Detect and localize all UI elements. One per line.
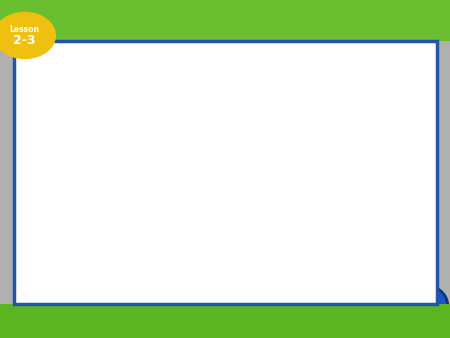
FancyArrow shape (319, 283, 382, 300)
Text: 2-3: 2-3 (14, 34, 36, 47)
Text: 3: 3 (268, 224, 273, 230)
Text: C: C (166, 102, 173, 113)
Text: D: D (260, 73, 269, 86)
Text: -axis. Plot a point.: -axis. Plot a point. (212, 142, 312, 151)
Text: up: up (239, 128, 255, 139)
Circle shape (75, 50, 94, 70)
Text: 5: 5 (296, 224, 301, 230)
Text: 2: 2 (254, 224, 258, 230)
Text: Then connect the points. What do you notice?: Then connect the points. What do you not… (27, 87, 333, 100)
Text: -4: -4 (169, 224, 176, 230)
Text: (2, 5) and: (2, 5) and (192, 73, 261, 86)
Text: Step: Step (27, 53, 63, 67)
Text: -1: -1 (211, 224, 218, 230)
Text: -1: -1 (219, 233, 226, 239)
Text: -5: -5 (220, 289, 226, 295)
Text: Graph point: Graph point (94, 102, 163, 113)
Text: Practice: Practice (165, 53, 228, 67)
Text: GO ON: GO ON (328, 286, 356, 295)
Text: line parallel to the: line parallel to the (94, 142, 199, 151)
Text: x: x (94, 128, 100, 139)
Text: Move: Move (94, 116, 127, 125)
Text: 1: 1 (222, 205, 226, 211)
Text: 3: 3 (222, 177, 226, 183)
Text: y: y (204, 142, 211, 151)
Text: Graph the ordered pairs: Graph the ordered pairs (27, 73, 192, 86)
Text: Lesson: Lesson (10, 25, 40, 34)
Text: 5: 5 (202, 128, 209, 139)
Text: Step 1: Step 1 (27, 102, 70, 116)
Text: O: O (227, 225, 233, 231)
Text: 5: 5 (222, 149, 226, 155)
Text: EXIT: EXIT (406, 298, 436, 312)
Text: units: units (210, 128, 244, 139)
Text: 1: 1 (240, 224, 245, 230)
Text: 4: 4 (222, 163, 226, 169)
Text: 2: 2 (222, 191, 226, 197)
Text: 4: 4 (282, 224, 287, 230)
Text: -axis.  Then move: -axis. Then move (100, 128, 203, 139)
Text: y: y (231, 146, 236, 155)
Text: -2: -2 (197, 224, 204, 230)
Text: -2: -2 (220, 247, 226, 253)
Text: C: C (183, 73, 191, 86)
Circle shape (394, 284, 448, 326)
Text: . Start at the origin, (0, 0).: . Start at the origin, (0, 0). (174, 102, 320, 113)
Text: (0, 5).: (0, 5). (270, 73, 310, 86)
Text: units to the right, along the: units to the right, along the (131, 116, 289, 125)
Text: -4: -4 (220, 275, 226, 281)
Text: by: by (79, 55, 90, 64)
Text: -5: -5 (155, 224, 162, 230)
Text: Step: Step (104, 53, 140, 67)
Text: C: C (259, 143, 265, 152)
FancyArrow shape (315, 282, 387, 300)
Text: -3: -3 (219, 261, 226, 267)
Text: 2: 2 (123, 116, 131, 125)
Text: x: x (300, 209, 305, 218)
Text: , along a: , along a (255, 128, 303, 139)
Text: -3: -3 (183, 224, 190, 230)
